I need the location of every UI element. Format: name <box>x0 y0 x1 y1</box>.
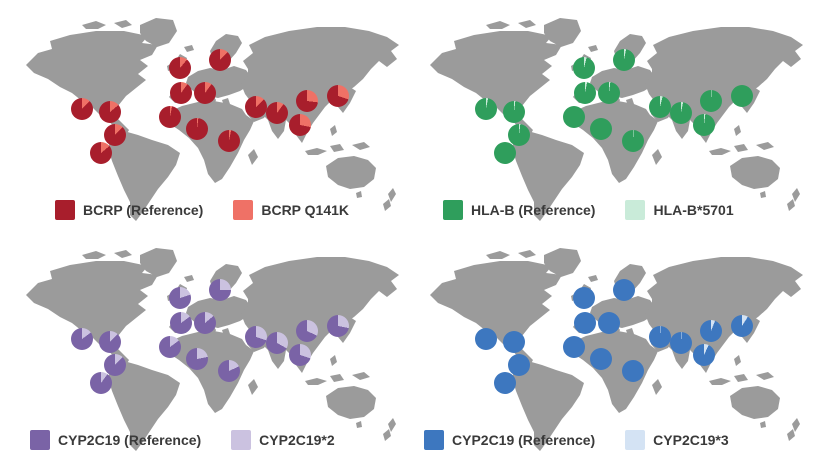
legend-swatch-reference <box>443 200 463 220</box>
pie-layer-bcrp <box>12 3 412 228</box>
pie-cyp2c19-star3-peru <box>494 372 516 394</box>
pie-bcrp-us-west <box>71 98 93 120</box>
pie-cyp2c19-star2-us-west <box>71 328 93 350</box>
pie-layer-cyp2c19-star3 <box>416 233 816 458</box>
pie-cyp2c19-star3-india <box>670 332 692 354</box>
map-area-bcrp <box>12 3 412 228</box>
pie-bcrp-west-africa <box>159 106 181 128</box>
pie-bcrp-mexico <box>99 101 121 123</box>
panel-cyp2c19-star3: CYP2C19 (Reference) CYP2C19*3 <box>416 230 832 460</box>
legend-label-variant: BCRP Q141K <box>261 202 350 218</box>
pie-hla-b-japan <box>731 85 753 107</box>
legend-swatch-reference <box>55 200 75 220</box>
pie-cyp2c19-star3-finland <box>613 279 635 301</box>
pie-hla-b-britain <box>573 57 595 79</box>
legend-swatch-variant <box>233 200 254 220</box>
pie-bcrp-pakistan <box>245 96 267 118</box>
pie-cyp2c19-star2-britain <box>169 287 191 309</box>
panel-cyp2c19-star2: CYP2C19 (Reference) CYP2C19*2 <box>0 230 416 460</box>
pie-hla-b-china <box>700 90 722 112</box>
pie-cyp2c19-star3-kenya <box>622 360 644 382</box>
pie-bcrp-kenya <box>218 130 240 152</box>
pie-cyp2c19-star3-mexico <box>503 331 525 353</box>
pie-cyp2c19-star3-britain <box>573 287 595 309</box>
pie-cyp2c19-star2-italy <box>194 312 216 334</box>
pie-cyp2c19-star2-china <box>296 320 318 342</box>
pie-bcrp-britain <box>169 57 191 79</box>
map-area-cyp2c19-star2 <box>12 233 412 458</box>
pie-cyp2c19-star2-mexico <box>99 331 121 353</box>
pie-layer-cyp2c19-star2 <box>12 233 412 458</box>
pie-bcrp-china <box>296 90 318 112</box>
pie-hla-b-colombia <box>508 124 530 146</box>
pie-bcrp-iberia <box>170 82 192 104</box>
legend-label-reference: BCRP (Reference) <box>83 202 204 218</box>
pie-cyp2c19-star3-japan <box>731 315 753 337</box>
pie-cyp2c19-star3-china <box>700 320 722 342</box>
pie-cyp2c19-star2-se-asia <box>289 344 311 366</box>
pie-cyp2c19-star2-pakistan <box>245 326 267 348</box>
legend-cyp2c19-star2: CYP2C19 (Reference) CYP2C19*2 <box>30 430 335 450</box>
legend-hla-b: HLA-B (Reference) HLA-B*5701 <box>443 200 734 220</box>
pie-hla-b-india <box>670 102 692 124</box>
pie-cyp2c19-star3-se-asia <box>693 344 715 366</box>
pie-hla-b-iberia <box>574 82 596 104</box>
legend-label-variant: HLA-B*5701 <box>653 202 734 218</box>
pie-hla-b-us-west <box>475 98 497 120</box>
pie-cyp2c19-star2-peru <box>90 372 112 394</box>
pie-cyp2c19-star3-pakistan <box>649 326 671 348</box>
map-area-cyp2c19-star3 <box>416 233 816 458</box>
pie-cyp2c19-star2-india <box>266 332 288 354</box>
pie-cyp2c19-star3-iberia <box>574 312 596 334</box>
pie-cyp2c19-star2-colombia <box>104 354 126 376</box>
pie-cyp2c19-star2-iberia <box>170 312 192 334</box>
pie-hla-b-mexico <box>503 101 525 123</box>
legend-swatch-variant <box>625 430 646 450</box>
map-area-hla-b <box>416 3 816 228</box>
legend-label-reference: HLA-B (Reference) <box>471 202 596 218</box>
legend-label-variant: CYP2C19*3 <box>653 432 729 448</box>
pie-hla-b-kenya <box>622 130 644 152</box>
pie-cyp2c19-star2-nigeria <box>186 348 208 370</box>
pie-cyp2c19-star2-finland <box>209 279 231 301</box>
panel-hla-b: HLA-B (Reference) HLA-B*5701 <box>416 0 832 230</box>
legend-bcrp: BCRP (Reference) BCRP Q141K <box>55 200 349 220</box>
legend-swatch-variant <box>231 430 252 450</box>
legend-label-variant: CYP2C19*2 <box>259 432 335 448</box>
pie-hla-b-italy <box>598 82 620 104</box>
pie-hla-b-nigeria <box>590 118 612 140</box>
pie-cyp2c19-star3-west-africa <box>563 336 585 358</box>
legend-cyp2c19-star3: CYP2C19 (Reference) CYP2C19*3 <box>424 430 729 450</box>
pie-hla-b-peru <box>494 142 516 164</box>
pie-cyp2c19-star2-west-africa <box>159 336 181 358</box>
pie-layer-hla-b <box>416 3 816 228</box>
legend-label-reference: CYP2C19 (Reference) <box>452 432 596 448</box>
legend-swatch-reference <box>424 430 444 450</box>
pie-cyp2c19-star3-nigeria <box>590 348 612 370</box>
panel-bcrp: BCRP (Reference) BCRP Q141K <box>0 0 416 230</box>
pie-bcrp-peru <box>90 142 112 164</box>
pie-cyp2c19-star3-italy <box>598 312 620 334</box>
pie-cyp2c19-star2-kenya <box>218 360 240 382</box>
pie-bcrp-india <box>266 102 288 124</box>
legend-swatch-reference <box>30 430 50 450</box>
legend-label-reference: CYP2C19 (Reference) <box>58 432 202 448</box>
pie-hla-b-pakistan <box>649 96 671 118</box>
pie-cyp2c19-star2-japan <box>327 315 349 337</box>
pie-bcrp-se-asia <box>289 114 311 136</box>
pie-bcrp-colombia <box>104 124 126 146</box>
pie-bcrp-finland <box>209 49 231 71</box>
pie-bcrp-nigeria <box>186 118 208 140</box>
pie-cyp2c19-star3-colombia <box>508 354 530 376</box>
pie-bcrp-japan <box>327 85 349 107</box>
pie-bcrp-italy <box>194 82 216 104</box>
pie-cyp2c19-star3-us-west <box>475 328 497 350</box>
pie-hla-b-se-asia <box>693 114 715 136</box>
legend-swatch-variant <box>625 200 646 220</box>
pie-hla-b-west-africa <box>563 106 585 128</box>
pie-hla-b-finland <box>613 49 635 71</box>
